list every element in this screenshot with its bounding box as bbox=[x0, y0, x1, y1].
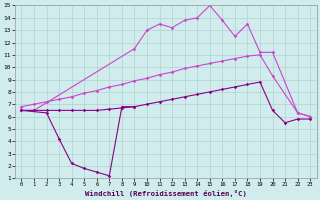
X-axis label: Windchill (Refroidissement éolien,°C): Windchill (Refroidissement éolien,°C) bbox=[85, 190, 247, 197]
